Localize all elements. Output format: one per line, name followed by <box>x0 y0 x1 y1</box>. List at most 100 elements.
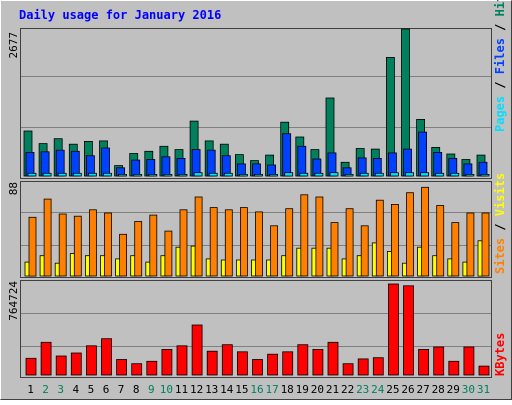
sites-bar-day-28 <box>436 205 445 277</box>
x-label-day-15: 15 <box>235 383 248 396</box>
x-label-day-25: 25 <box>386 383 399 396</box>
files-bar-day-6 <box>101 147 110 177</box>
kbytes-bar-day-13 <box>206 350 218 376</box>
kbytes-bar-day-11 <box>176 345 188 376</box>
kbytes-scale-label: 764724 <box>7 281 20 321</box>
pages-bar-day-30 <box>465 173 475 177</box>
x-label-day-2: 2 <box>42 383 49 396</box>
sites-bar-day-12 <box>194 196 203 277</box>
x-label-day-30: 30 <box>462 383 475 396</box>
x-label-day-10: 10 <box>160 383 173 396</box>
files-bar-day-11 <box>176 157 186 177</box>
legend-sites-visits: Sites / Visits <box>493 173 507 274</box>
kbytes-bar-day-25 <box>387 283 399 376</box>
kbytes-bar-day-19 <box>297 344 309 376</box>
sites-bar-day-10 <box>164 230 173 277</box>
pages-bar-day-9 <box>148 173 158 177</box>
x-label-day-13: 13 <box>205 383 218 396</box>
pages-bar-day-27 <box>420 172 430 177</box>
pages-bar-day-19 <box>299 172 309 177</box>
sites-bar-day-3 <box>58 213 67 277</box>
pages-bar-day-8 <box>133 173 143 177</box>
files-bar-day-13 <box>206 149 216 177</box>
kbytes-bar-day-3 <box>55 355 67 376</box>
kbytes-bar-day-20 <box>312 348 324 376</box>
sites-bar-day-21 <box>330 222 339 277</box>
legend-sep-2: / <box>493 16 507 38</box>
sites-bar-day-26 <box>406 192 414 277</box>
sites-bar-day-4 <box>73 215 82 277</box>
kbytes-bar-day-28 <box>433 346 445 376</box>
x-axis-labels: 1 2 3 4 5 6 7 8 9 10 11 12 13 14 15 16 17 18 19 20 21 22 23 24 2… <box>27 383 490 396</box>
files-bar-day-12 <box>191 149 201 177</box>
panel-hits-frame <box>20 28 492 179</box>
x-label-day-21: 21 <box>326 383 339 396</box>
pages-bar-day-1 <box>27 172 37 177</box>
files-bar-day-3 <box>55 149 65 177</box>
kbytes-bar-day-18 <box>282 351 294 376</box>
pages-bar-day-6 <box>103 172 112 177</box>
pages-bar-day-13 <box>208 172 218 177</box>
files-bar-day-9 <box>146 159 156 177</box>
sites-bar-day-9 <box>149 214 158 277</box>
kbytes-bar-day-5 <box>86 345 97 376</box>
pages-bar-day-17 <box>269 173 279 177</box>
pages-bar-day-16 <box>254 173 263 177</box>
kbytes-bar-day-31 <box>478 365 490 376</box>
sites-visits-bars <box>24 186 490 277</box>
sites-bar-day-16 <box>255 211 263 277</box>
x-label-day-9: 9 <box>148 383 155 396</box>
sites-bar-day-2 <box>43 198 52 277</box>
pages-bar-day-25 <box>389 172 399 177</box>
sites-bar-day-24 <box>375 199 384 277</box>
x-label-day-12: 12 <box>190 383 203 396</box>
legend-hits: Hits <box>493 0 507 16</box>
files-bar-day-2 <box>40 151 50 177</box>
sites-bar-day-31 <box>481 212 490 277</box>
pages-bar-day-21 <box>329 172 339 177</box>
x-label-day-17: 17 <box>265 383 278 396</box>
sites-bar-day-15 <box>239 207 248 277</box>
files-bar-day-4 <box>70 150 80 177</box>
x-label-day-14: 14 <box>220 383 234 396</box>
pages-bar-day-7 <box>118 173 127 177</box>
x-label-day-1: 1 <box>27 383 34 396</box>
x-label-day-3: 3 <box>57 383 64 396</box>
kbytes-bar-day-29 <box>448 360 460 376</box>
x-label-day-18: 18 <box>281 383 294 396</box>
sites-bar-day-7 <box>119 233 127 277</box>
x-label-day-4: 4 <box>72 383 79 396</box>
legend-pages: Pages <box>493 96 507 132</box>
x-label-day-23: 23 <box>356 383 369 396</box>
files-bar-day-8 <box>131 159 141 177</box>
kbytes-bar-day-16 <box>252 359 263 376</box>
kbytes-bar-day-14 <box>221 344 233 376</box>
kbytes-bars <box>25 283 490 376</box>
kbytes-bar-day-2 <box>40 341 52 376</box>
x-label-day-19: 19 <box>296 383 309 396</box>
sites-bar-day-25 <box>390 203 399 277</box>
pages-bar-day-18 <box>284 172 294 177</box>
chart-title: Daily usage for January 2016 <box>19 8 221 22</box>
pages-bar-day-31 <box>480 173 490 177</box>
kbytes-bar-day-12 <box>191 324 203 376</box>
kbytes-bar-day-27 <box>418 348 430 376</box>
kbytes-bar-day-17 <box>267 353 279 376</box>
x-label-day-26: 26 <box>401 383 414 396</box>
pages-bar-day-22 <box>344 173 354 177</box>
pages-bar-day-5 <box>88 172 97 177</box>
x-label-day-24: 24 <box>371 383 385 396</box>
x-label-day-27: 27 <box>416 383 429 396</box>
sites-bar-day-20 <box>315 196 324 277</box>
x-label-day-20: 20 <box>311 383 324 396</box>
pages-bar-day-14 <box>223 172 233 177</box>
pages-bar-day-28 <box>435 172 445 177</box>
kbytes-bar-day-1 <box>25 357 37 376</box>
kbytes-bar-day-22 <box>342 363 354 376</box>
legend-kbytes: KBytes <box>493 333 507 376</box>
pages-bar-day-15 <box>238 173 248 177</box>
sites-bar-day-11 <box>179 209 188 277</box>
